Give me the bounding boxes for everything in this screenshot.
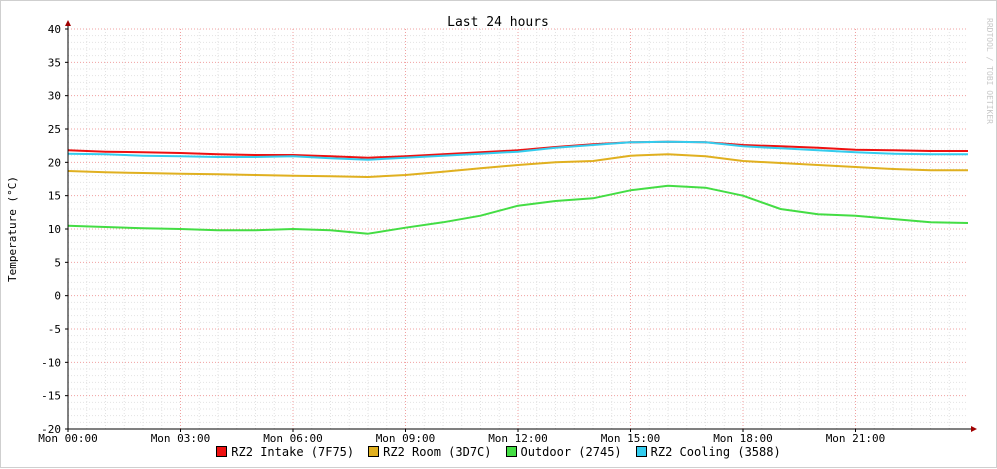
y-tick-label: 15: [48, 190, 61, 203]
x-tick-label: Mon 15:00: [601, 432, 661, 445]
y-tick-label: 40: [48, 23, 61, 36]
minor-grid: [68, 29, 968, 429]
y-tick-label: -5: [48, 323, 61, 336]
y-tick-label: 5: [54, 256, 61, 269]
legend: RZ2 Intake (7F75) RZ2 Room (3D7C) Outdoor …: [0, 445, 997, 459]
legend-item: RZ2 Room (3D7C): [368, 445, 492, 459]
x-tick-label: Mon 12:00: [488, 432, 548, 445]
rrdtool-watermark: RRDTOOL / TOBI OETIKER: [985, 18, 994, 124]
x-axis-arrow: [971, 426, 977, 432]
y-tick-label: 35: [48, 56, 61, 69]
y-tick-label: -10: [41, 356, 61, 369]
y-tick-label: -20: [41, 423, 61, 436]
y-axis-label: Temperature (°C): [6, 176, 19, 282]
y-tick-label: 20: [48, 156, 61, 169]
y-tick-label: 0: [54, 290, 61, 303]
chart-title: Last 24 hours: [447, 15, 549, 30]
y-tick-label: 10: [48, 223, 61, 236]
x-tick-label: Mon 18:00: [713, 432, 773, 445]
legend-swatch: [505, 446, 517, 457]
series-layer: [67, 140, 969, 235]
axes: [65, 20, 977, 432]
legend-item: RZ2 Intake (7F75): [216, 445, 354, 459]
series-line-3: [67, 140, 968, 161]
x-tick-label: Mon 21:00: [826, 432, 886, 445]
series-line-1: [67, 153, 968, 178]
x-tick-label: Mon 09:00: [376, 432, 436, 445]
y-tick-label: 25: [48, 123, 61, 136]
legend-label: RZ2 Cooling (3588): [650, 445, 781, 459]
x-tick-label: Mon 03:00: [151, 432, 211, 445]
legend-item: Outdoor (2745): [505, 445, 622, 459]
y-axis-arrow: [65, 20, 71, 26]
legend-swatch: [635, 446, 647, 457]
x-tick-labels: Mon 00:00 Mon 03:00 Mon 06:00 Mon 09:00 Mon …: [38, 432, 885, 445]
legend-swatch: [368, 446, 380, 457]
y-tick-labels: 40 35 30 25 20 15 10 5 0 -5 -10 -15 -20: [41, 23, 61, 436]
y-tick-label: -15: [41, 390, 61, 403]
x-tick-label: Mon 00:00: [38, 432, 98, 445]
legend-label: Outdoor (2745): [520, 445, 622, 459]
series-line-0: [67, 140, 968, 159]
legend-item: RZ2 Cooling (3588): [635, 445, 781, 459]
x-tick-label: Mon 06:00: [263, 432, 323, 445]
legend-label: RZ2 Intake (7F75): [231, 445, 355, 459]
legend-swatch: [216, 446, 228, 457]
series-line-2: [67, 184, 969, 235]
legend-label: RZ2 Room (3D7C): [383, 445, 492, 459]
y-tick-label: 30: [48, 90, 61, 103]
